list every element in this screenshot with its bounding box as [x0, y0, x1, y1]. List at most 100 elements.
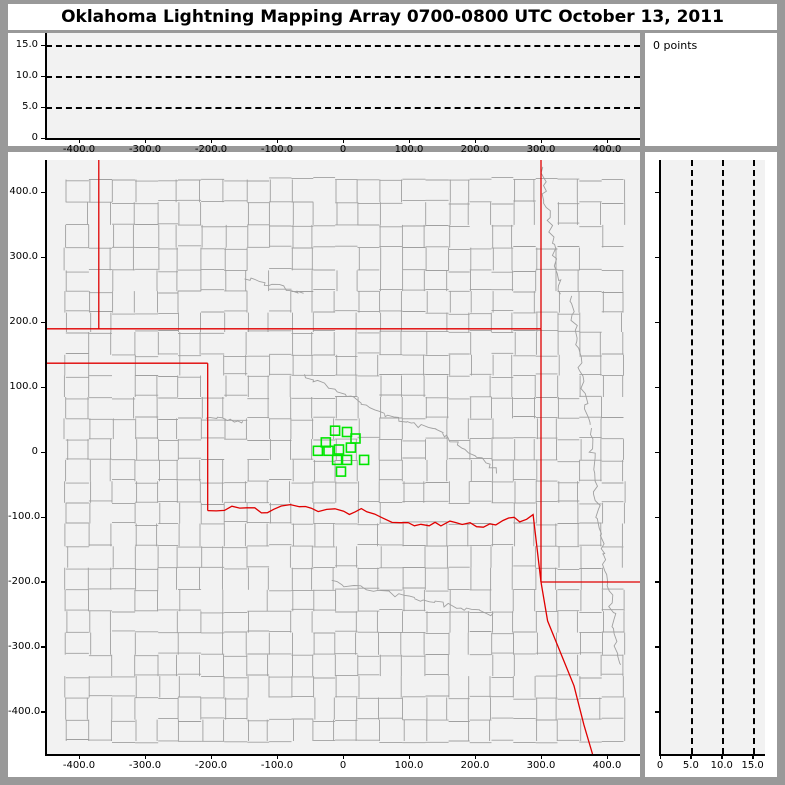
y-tick-label: 0: [31, 446, 38, 458]
x-tick-label: 0: [339, 144, 347, 155]
lma-station-marker: [358, 454, 370, 466]
y-tick: [41, 581, 46, 583]
lma-station-marker: [341, 426, 353, 438]
x-tick: [752, 754, 754, 759]
x-tick: [144, 754, 146, 759]
river-line: [540, 166, 562, 295]
y-tick: [655, 191, 660, 194]
x-tick-label: -100.0: [260, 144, 294, 155]
x-tick-label: 10.0: [710, 760, 733, 771]
river-line: [442, 432, 497, 474]
y-tick: [41, 516, 46, 519]
altitude-vs-north-south-plot-area[interactable]: [660, 160, 765, 754]
river-line: [414, 598, 494, 617]
y-tick-label: -200.0: [8, 575, 41, 587]
x-tick: [78, 754, 80, 759]
x-tick-label: 400.0: [592, 144, 622, 155]
x-tick-label: 300.0: [526, 760, 556, 771]
x-tick: [210, 754, 212, 759]
river-line: [331, 579, 416, 599]
river-line: [569, 295, 591, 425]
y-tick: [41, 646, 46, 648]
y-tick: [41, 711, 46, 713]
y-tick: [655, 581, 660, 583]
y-tick: [655, 386, 660, 389]
x-tick-label: -100.0: [260, 760, 294, 771]
y-tick: [655, 256, 660, 259]
y-tick: [41, 451, 46, 454]
x-tick-label: -400.0: [62, 144, 96, 155]
y-tick: [41, 137, 46, 139]
x-tick-label: 200.0: [460, 760, 490, 771]
lma-station-marker: [333, 444, 345, 455]
lma-station-marker: [331, 454, 343, 466]
x-tick: [606, 138, 608, 143]
y-tick-label: 10.0: [15, 70, 38, 82]
x-tick-label: -300.0: [128, 760, 162, 771]
gridline-x-15: [752, 160, 755, 754]
y-tick: [655, 646, 660, 648]
lma-station-marker: [341, 454, 353, 466]
x-tick: [540, 754, 542, 759]
x-tick-label: -200.0: [194, 760, 228, 771]
x-tick: [721, 754, 723, 759]
x-tick: [690, 754, 692, 759]
y-tick: [41, 44, 46, 47]
x-tick: [408, 138, 410, 143]
points-count-label: 0 points: [653, 39, 698, 52]
gridline-y-5: [46, 107, 640, 110]
y-tick: [41, 191, 46, 194]
x-tick-label: 0: [656, 760, 664, 771]
altitude-vs-east-west-panel[interactable]: 0 5.0 10.0 15.0 -400.0 -300.0 -200.0 -100.0 0 100…: [8, 33, 640, 155]
altitude-vs-north-south-panel[interactable]: 0 5.0 10.0 15.0: [645, 152, 777, 777]
points-count-panel: 0 points: [645, 33, 777, 146]
title-bar: Oklahoma Lightning Mapping Array 0700-08…: [8, 4, 777, 30]
gridline-x-10: [721, 160, 724, 754]
x-tick: [659, 754, 661, 759]
y-tick: [41, 256, 46, 259]
y-tick-label: -100.0: [8, 511, 41, 523]
lma-station-marker: [335, 466, 347, 477]
river-line: [244, 277, 304, 294]
x-tick-label: 200.0: [460, 144, 490, 155]
x-tick-label: 5.0: [682, 760, 699, 771]
state-borders-layer: [46, 160, 640, 754]
y-tick-label: 5.0: [22, 101, 38, 113]
lma-station-marker: [350, 433, 361, 444]
altitude-vs-east-west-plot-area[interactable]: [46, 33, 640, 138]
x-axis-line: [659, 754, 765, 756]
x-tick: [474, 754, 476, 759]
y-tick: [655, 516, 660, 519]
y-tick-label: 400.0: [9, 186, 38, 198]
river-line: [205, 416, 244, 424]
y-tick: [655, 321, 660, 324]
river-line: [384, 413, 444, 434]
x-tick-label: 0: [339, 760, 347, 771]
y-tick-label: 15.0: [15, 39, 38, 51]
river-line: [304, 374, 385, 414]
y-axis-line: [45, 160, 47, 755]
x-tick-label: -300.0: [128, 144, 162, 155]
gridline-y-15: [46, 45, 640, 48]
y-tick-label: 200.0: [9, 316, 38, 328]
x-tick-label: 15.0: [741, 760, 764, 771]
x-tick: [210, 138, 212, 143]
x-tick-label: 300.0: [526, 144, 556, 155]
page-title: Oklahoma Lightning Mapping Array 0700-08…: [61, 7, 724, 27]
x-tick-label: 100.0: [394, 760, 424, 771]
y-axis-line: [45, 33, 47, 139]
y-tick: [41, 106, 46, 109]
river-line: [602, 553, 622, 666]
y-tick-label: -400.0: [8, 705, 41, 717]
x-tick: [606, 754, 608, 759]
x-tick-label: -400.0: [62, 760, 96, 771]
tx-la-border: [540, 581, 594, 754]
plan-view-plot-area[interactable]: [46, 160, 640, 754]
plan-view-map-panel[interactable]: -400.0 -300.0 -200.0 -100.0 0 100.0 200.0 300.0…: [8, 152, 640, 777]
y-tick-label: 100.0: [9, 381, 38, 393]
y-tick: [41, 75, 46, 78]
lma-station-markers-layer: [312, 425, 370, 477]
red-river-ok-tx-border: [207, 503, 542, 583]
x-tick-label: 100.0: [394, 144, 424, 155]
lma-station-marker: [329, 425, 341, 437]
